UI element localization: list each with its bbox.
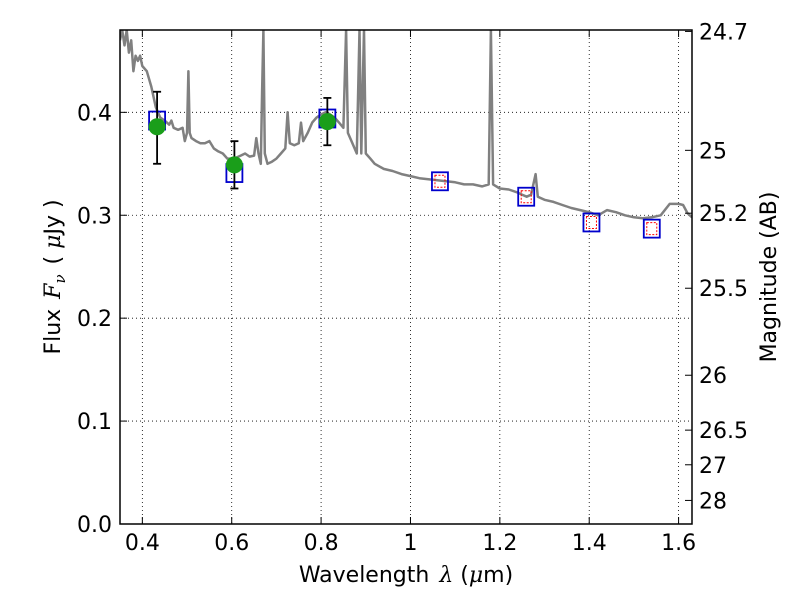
x-axis-title: Wavelength λ (μm) (299, 563, 513, 588)
x-axis-label: Wavelength (299, 563, 430, 588)
observed-point (318, 113, 336, 131)
y-tick-label: 0.0 (77, 513, 112, 538)
y-tick-label: 0.2 (77, 307, 112, 332)
model-photometry-box (517, 186, 536, 207)
model-photometry-inner-box (646, 222, 658, 236)
x-tick-label: 0.4 (125, 531, 160, 556)
x-tick-label: 1.2 (482, 531, 517, 556)
y-axis-unit-mu: μ (41, 235, 66, 249)
model-photometry-box (431, 171, 449, 192)
y-tick-label: 0.1 (77, 410, 112, 435)
y2-tick-label: 24.7 (699, 20, 748, 45)
y-tick-label: 0.4 (77, 101, 112, 126)
y2-tick-label: 25.5 (699, 277, 748, 302)
x-tick-label: 0.6 (214, 531, 249, 556)
model-photometry-inner-box (585, 215, 597, 229)
x-tick-label: 0.8 (304, 531, 339, 556)
y2-tick-label: 27 (699, 454, 727, 479)
y2-tick-label: 25 (699, 139, 727, 164)
plot-content (120, 30, 692, 239)
model-sed-line (120, 30, 692, 220)
model-photometry-box (642, 218, 661, 239)
x-axis-unit-mu: μ (469, 563, 483, 588)
x-tick-label: 1 (403, 531, 417, 556)
ticks: 0.4 0.6 0.8 1 1.2 1.4 1.6 0.0 0.1 0.2 0.3 0.4 24.7 25… (77, 20, 748, 556)
y-axis-unit-rest: Jy ) (41, 199, 66, 236)
y-axis-unit-open: ( (41, 249, 66, 265)
y-axis-symbol-sub: ν (51, 274, 69, 283)
y2-tick-label: 26.5 (699, 419, 748, 444)
observed-point (225, 156, 243, 174)
plot-area (120, 30, 692, 239)
y-axis-title: Flux Fν ( μJy ) (41, 199, 69, 354)
plot-frame (119, 29, 693, 525)
x-axis-unit-rest: m) (483, 563, 513, 588)
y-tick-label: 0.3 (77, 204, 112, 229)
y2-tick-label: 28 (699, 489, 727, 514)
grid (120, 30, 692, 525)
x-tick-label: 1.6 (661, 531, 696, 556)
x-tick-label: 1.4 (572, 531, 607, 556)
y2-tick-label: 26 (699, 364, 727, 389)
observed-point (148, 118, 166, 136)
y2-axis-title: Magnitude (AB) (757, 192, 782, 363)
model-photometry-box (582, 212, 601, 233)
model-photometry-inner-box (434, 174, 446, 188)
x-axis-unit-open: ( (453, 563, 469, 588)
model-photometry-inner-box (520, 190, 532, 204)
y2-tick-label: 25.2 (699, 202, 748, 227)
y-axis-symbol: F (41, 283, 66, 300)
y-axis-label: Flux (41, 309, 66, 355)
x-axis-symbol: λ (438, 563, 453, 588)
